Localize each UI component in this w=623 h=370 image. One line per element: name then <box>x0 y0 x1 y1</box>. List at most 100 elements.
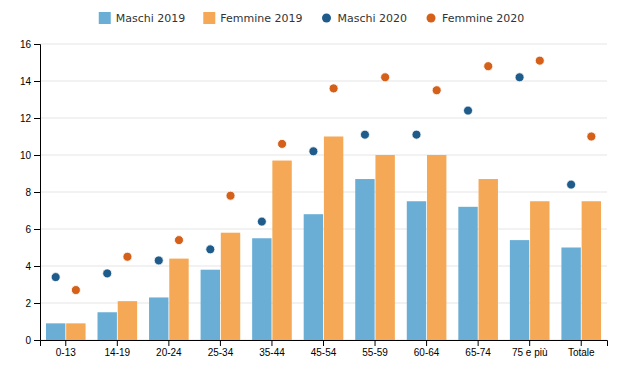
y-tick: 12 <box>20 113 40 124</box>
y-tick-label: 4 <box>25 261 31 272</box>
bar <box>304 214 323 340</box>
x-tick-mark <box>271 340 272 346</box>
marks <box>46 56 601 340</box>
x-tick-label: 14-19 <box>105 347 131 358</box>
bar <box>252 238 271 340</box>
x-tick-label: 45-54 <box>311 347 337 358</box>
grid <box>40 44 607 340</box>
x-tick-label: 55-59 <box>362 347 388 358</box>
bar <box>479 179 498 340</box>
x-tick: 65-74 <box>465 340 491 358</box>
x-tick-label: 65-74 <box>465 347 491 358</box>
dot <box>226 191 235 200</box>
x-tick: 25-34 <box>208 340 234 358</box>
dot <box>257 217 266 226</box>
dot <box>329 84 338 93</box>
y-tick-label: 8 <box>25 187 31 198</box>
y-tick-label: 16 <box>20 39 32 50</box>
x-tick: 20-24 <box>156 340 182 358</box>
y-tick: 4 <box>25 261 40 272</box>
bar <box>375 155 394 340</box>
y-axis-line <box>34 45 41 341</box>
bar <box>530 201 549 340</box>
x-tick-mark <box>375 340 376 346</box>
dot <box>123 252 132 261</box>
y-tick-mark <box>34 192 40 193</box>
x-axis-line <box>41 341 608 347</box>
bar <box>458 207 477 340</box>
x-tick: Totale <box>568 340 595 358</box>
x-tick-label: Totale <box>568 347 595 358</box>
legend-item: Femmine 2019 <box>203 12 302 25</box>
bar <box>221 233 240 340</box>
grid-line <box>40 155 607 156</box>
y-tick-mark <box>34 229 40 230</box>
bar-series <box>66 137 601 341</box>
bar-series <box>46 179 581 340</box>
x-tick-mark <box>529 340 530 346</box>
chart: 0 2 4 6 8 10 12 14 16 0-13 14-19 20-24 25-34 35-44 45-… <box>0 0 623 370</box>
x-axis: 0-13 14-19 20-24 25-34 35-44 45-54 55-59 60-64 6… <box>41 340 608 358</box>
y-tick-mark <box>34 303 40 304</box>
y-tick-label: 12 <box>20 113 32 124</box>
x-tick-mark <box>220 340 221 346</box>
legend-label: Maschi 2019 <box>116 12 186 25</box>
x-tick: 14-19 <box>105 340 131 358</box>
y-tick-label: 0 <box>25 335 31 346</box>
grid-line <box>40 192 607 193</box>
x-tick: 35-44 <box>259 340 285 358</box>
y-tick: 10 <box>20 150 40 161</box>
y-tick: 2 <box>25 298 40 309</box>
dot <box>51 273 60 282</box>
y-tick-label: 6 <box>25 224 31 235</box>
y-tick-mark <box>34 155 40 156</box>
x-tick-mark <box>478 340 479 346</box>
bar <box>324 137 343 341</box>
bar <box>201 270 220 340</box>
x-tick: 0-13 <box>56 340 76 358</box>
dot <box>278 139 287 148</box>
dot <box>206 245 215 254</box>
legend-label: Maschi 2020 <box>338 12 408 25</box>
legend-swatch <box>99 12 111 24</box>
bar <box>118 301 137 340</box>
x-tick-mark <box>168 340 169 346</box>
dot <box>515 73 524 82</box>
y-tick-label: 14 <box>20 76 32 87</box>
x-tick-label: 60-64 <box>414 347 440 358</box>
dot <box>71 286 80 295</box>
grid-line <box>40 44 607 45</box>
legend-item: Maschi 2019 <box>99 12 186 25</box>
y-tick-label: 2 <box>25 298 31 309</box>
y-tick: 8 <box>25 187 40 198</box>
grid-line <box>40 118 607 119</box>
dot-series <box>71 56 595 294</box>
x-tick-label: 35-44 <box>259 347 285 358</box>
bar <box>407 201 426 340</box>
legend-label: Femmine 2019 <box>220 12 302 25</box>
bar <box>46 323 65 340</box>
x-tick: 75 e più <box>512 340 548 358</box>
dot <box>309 147 318 156</box>
y-tick-mark <box>34 266 40 267</box>
y-tick-mark <box>34 340 40 341</box>
legend-item: Maschi 2020 <box>322 12 407 25</box>
legend-swatch <box>427 14 436 23</box>
y-tick: 16 <box>20 39 40 50</box>
x-tick-mark <box>323 340 324 346</box>
dot <box>412 130 421 139</box>
x-tick-label: 20-24 <box>156 347 182 358</box>
bar <box>582 201 601 340</box>
x-tick-label: 25-34 <box>208 347 234 358</box>
bar <box>510 240 529 340</box>
y-tick-mark <box>34 81 40 82</box>
x-tick-mark <box>581 340 582 346</box>
dot <box>154 256 163 265</box>
x-tick: 45-54 <box>311 340 337 358</box>
legend-label: Femmine 2020 <box>442 12 524 25</box>
legend: Maschi 2019 Femmine 2019 Maschi 2020 Femmin… <box>99 12 525 25</box>
y-tick-mark <box>34 118 40 119</box>
dot <box>484 62 493 71</box>
dot <box>174 236 183 245</box>
y-axis: 0 2 4 6 8 10 12 14 16 <box>20 39 41 346</box>
